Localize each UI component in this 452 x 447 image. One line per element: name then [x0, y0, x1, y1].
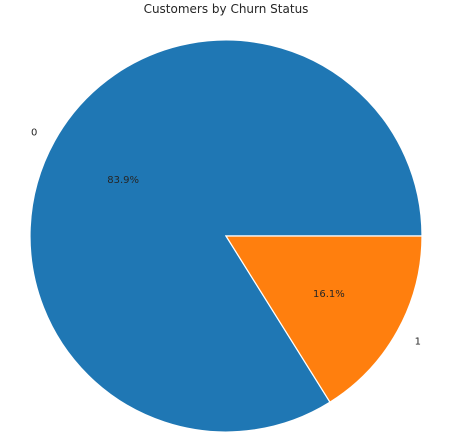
pie-slice-1 [224, 235, 423, 403]
slice-value-label-0: 83.9% [107, 175, 139, 186]
chart-title: Customers by Churn Status [143, 2, 309, 16]
slice-label-0: 0 [31, 128, 37, 139]
slice-value-label-1: 16.1% [313, 289, 345, 300]
slice-label-1: 1 [415, 336, 421, 347]
